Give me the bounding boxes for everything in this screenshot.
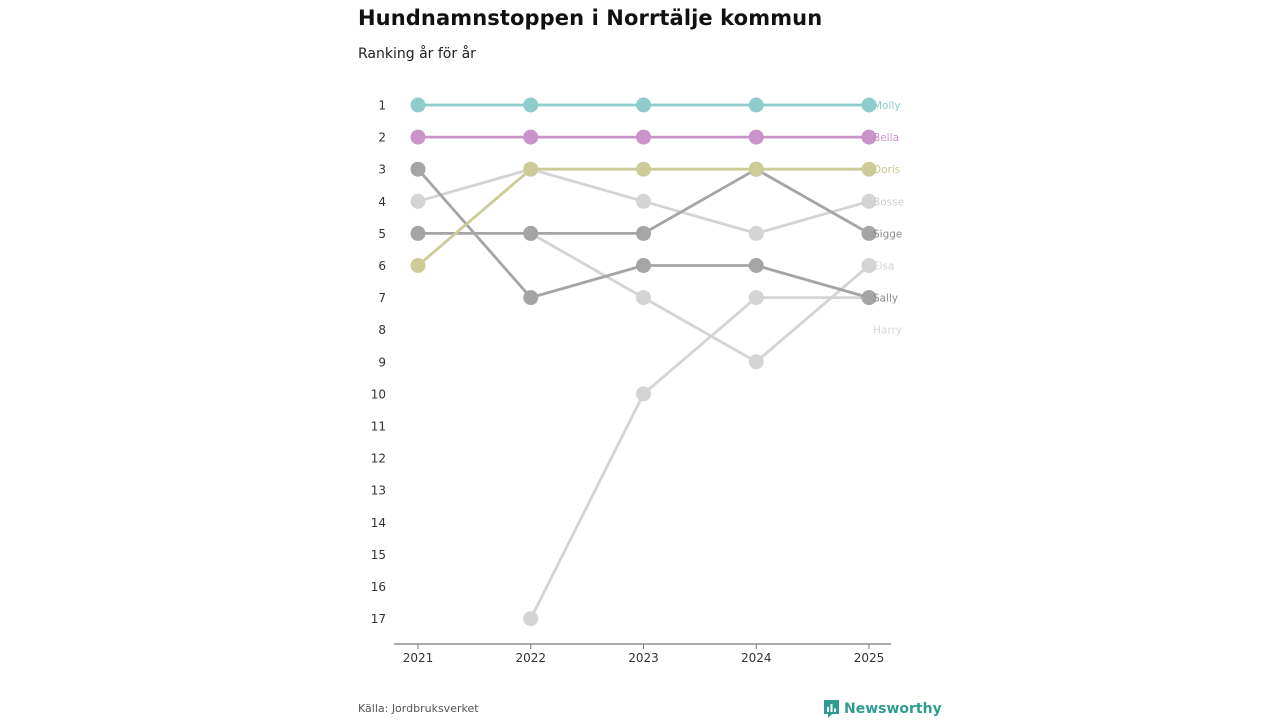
data-point (748, 258, 764, 273)
y-tick-label: 3 (378, 163, 386, 177)
series-line (529, 296, 871, 620)
x-axis: 2021 2022 2023 2024 2025 (394, 643, 891, 665)
y-tick-label: 2 (378, 131, 386, 145)
data-point (523, 161, 539, 177)
data-point (636, 129, 651, 145)
data-point (636, 258, 651, 273)
brand-name: Newsworthy (844, 701, 942, 717)
brand-logo: Newsworthy (823, 699, 942, 719)
series-bella (410, 129, 877, 145)
data-point (748, 129, 764, 145)
x-tick-label: 2021 (403, 651, 434, 665)
end-labels: Molly Bella Doris Bosse Sigge Elsa Sally Harry (873, 100, 904, 337)
series-line (416, 167, 871, 267)
y-tick-label: 10 (371, 387, 386, 401)
y-tick-label: 1 (378, 99, 386, 113)
x-tick-label: 2025 (854, 651, 885, 665)
data-point (410, 258, 426, 273)
data-point (861, 193, 877, 209)
chart-title: Hundnamnstoppen i Norrtälje kommun (358, 6, 823, 30)
data-point (861, 161, 877, 177)
data-point (523, 611, 539, 627)
data-point (410, 129, 426, 145)
data-point (861, 290, 877, 306)
x-tick-label: 2023 (628, 651, 659, 665)
end-label-molly: Molly (873, 100, 901, 112)
end-label-sigge: Sigge (873, 228, 902, 240)
end-label-sally: Sally (873, 293, 898, 305)
series-sally (410, 161, 877, 306)
data-point (410, 97, 426, 113)
data-point (636, 97, 651, 113)
y-tick-label: 13 (371, 484, 386, 498)
y-tick-label: 4 (378, 195, 386, 209)
y-tick-label: 14 (371, 516, 386, 530)
y-tick-label: 6 (378, 259, 386, 273)
series-layer (410, 97, 877, 627)
data-point (410, 225, 426, 241)
series-doris (410, 161, 877, 273)
series-line (529, 231, 871, 364)
y-tick-label: 8 (378, 323, 386, 337)
y-tick-label: 7 (378, 291, 386, 305)
data-point (861, 129, 877, 145)
data-point (523, 97, 539, 113)
chart-subtitle: Ranking år för år (358, 46, 476, 62)
y-tick-label: 12 (371, 452, 386, 466)
data-point (636, 386, 651, 402)
x-tick-label: 2024 (741, 651, 772, 665)
data-point (748, 290, 764, 306)
source-note: Källa: Jordbruksverket (358, 702, 479, 715)
x-tick-label: 2022 (515, 651, 546, 665)
data-point (861, 225, 877, 241)
data-point (410, 161, 426, 177)
data-point (523, 129, 539, 145)
data-point (861, 97, 877, 113)
y-tick-label: 5 (378, 227, 386, 241)
end-label-doris: Doris (873, 164, 900, 176)
data-point (748, 161, 764, 177)
series-harry (523, 290, 877, 627)
end-label-elsa: Elsa (873, 261, 894, 273)
end-label-bosse: Bosse (873, 196, 904, 208)
y-tick-label: 11 (371, 420, 386, 434)
data-point (636, 225, 651, 241)
data-point (636, 161, 651, 177)
y-tick-label: 9 (378, 355, 386, 369)
y-tick-label: 17 (371, 612, 386, 626)
y-tick-label: 15 (371, 548, 386, 562)
data-point (861, 258, 877, 273)
data-point (748, 225, 764, 241)
data-point (523, 225, 539, 241)
series-molly (410, 97, 877, 113)
end-label-harry: Harry (873, 325, 902, 337)
data-point (523, 290, 539, 306)
end-label-bella: Bella (873, 132, 899, 144)
data-point (636, 290, 651, 306)
data-point (748, 354, 764, 370)
y-tick-label: 16 (371, 580, 386, 594)
data-point (636, 193, 651, 209)
newsworthy-logo-icon (824, 700, 839, 718)
data-point (748, 97, 764, 113)
data-point (410, 193, 426, 209)
